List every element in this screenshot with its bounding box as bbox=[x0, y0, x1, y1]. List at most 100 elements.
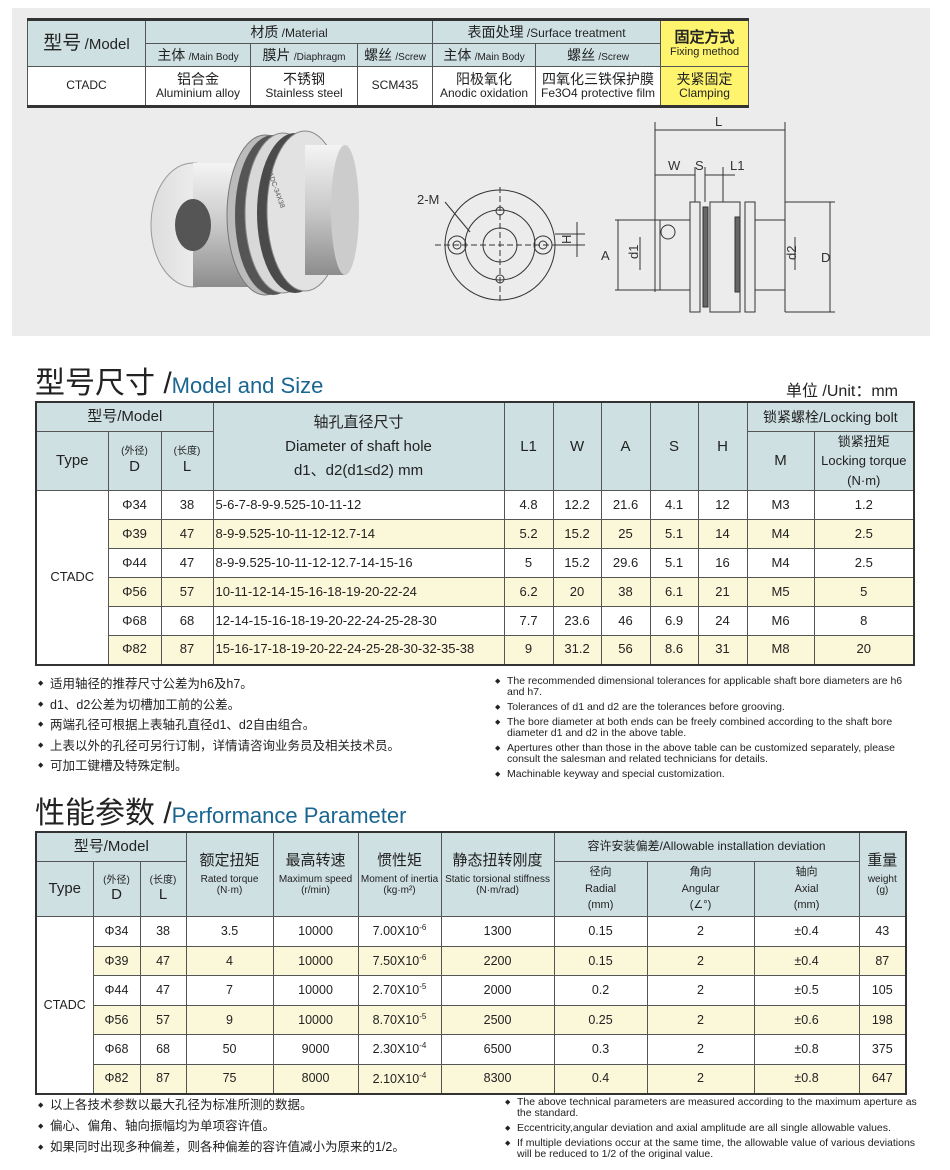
cell-hole: 12-14-15-16-18-19-20-22-24-25-28-30 bbox=[212, 606, 505, 636]
note-item: 可加工键槽及特殊定制。 bbox=[38, 756, 400, 777]
deviation-header: 容许安装偏差/Allowable installation deviation bbox=[553, 831, 860, 862]
material-cell: 铝合金 Aluminium alloy bbox=[145, 66, 251, 107]
cell-l: 57 bbox=[160, 577, 214, 607]
cell-t: 2.5 bbox=[813, 548, 915, 578]
label-2m: 2-M bbox=[417, 192, 439, 207]
cell-h: 24 bbox=[697, 606, 748, 636]
note-item: The above technical parameters are measu… bbox=[505, 1097, 925, 1119]
h-header: H bbox=[697, 401, 748, 491]
cell-a: 56 bbox=[600, 635, 651, 665]
cell-axial: ±0.4 bbox=[753, 916, 860, 947]
cell-l: 47 bbox=[160, 519, 214, 549]
cell-h: 12 bbox=[697, 490, 748, 520]
sub-header: 螺丝 /Screw bbox=[356, 43, 434, 67]
l-header: (长度) L bbox=[139, 861, 187, 917]
cell-angular: 2 bbox=[646, 1063, 755, 1094]
cell-angular: 2 bbox=[646, 975, 755, 1006]
label-l: L bbox=[715, 114, 722, 129]
cell-inertia: 2.70X10-5 bbox=[357, 975, 442, 1006]
surface-header: 表面处理 /Surface treatment bbox=[432, 19, 662, 44]
cell-w: 23.6 bbox=[552, 606, 602, 636]
perf-section-title: 性能参数 /Performance Parameter bbox=[35, 797, 407, 830]
hole-header: 轴孔直径尺寸 Diameter of shaft hole d1、d2(d1≤d2)… bbox=[212, 401, 505, 491]
cell-m: M8 bbox=[746, 635, 815, 665]
cell-m: M4 bbox=[746, 548, 815, 578]
cell-stiff: 6500 bbox=[440, 1034, 555, 1065]
cell-d: Φ39 bbox=[92, 945, 141, 976]
cell-weight: 87 bbox=[858, 945, 907, 976]
cell-radial: 0.25 bbox=[553, 1004, 648, 1035]
label-d1: d1 bbox=[626, 245, 641, 259]
d-header: (外径) D bbox=[92, 861, 141, 917]
l-header: (长度) L bbox=[160, 430, 214, 491]
size-section-title: 型号尺寸 /Model and Size bbox=[35, 367, 324, 400]
s-header: S bbox=[649, 401, 699, 491]
cell-s: 4.1 bbox=[649, 490, 699, 520]
cell-weight: 198 bbox=[858, 1004, 907, 1035]
cell-h: 21 bbox=[697, 577, 748, 607]
l1-header: L1 bbox=[503, 401, 554, 491]
cell-axial: ±0.4 bbox=[753, 945, 860, 976]
cell-d: Φ68 bbox=[92, 1034, 141, 1065]
note-item: d1、d2公差为切槽加工前的公差。 bbox=[38, 695, 400, 716]
table-row: Φ39 47 4 10000 7.50X10-6 2200 0.15 2 ±0.4 87 bbox=[36, 945, 907, 976]
cell-weight: 375 bbox=[858, 1034, 907, 1065]
w-header: W bbox=[552, 401, 602, 491]
cell-l1: 4.8 bbox=[503, 490, 554, 520]
d-header: (外径) D bbox=[107, 430, 162, 491]
cell-d: Φ82 bbox=[92, 1063, 141, 1094]
cell-a: 25 bbox=[600, 519, 651, 549]
cell-stiff: 2000 bbox=[440, 975, 555, 1006]
cell-s: 6.9 bbox=[649, 606, 699, 636]
cell-w: 20 bbox=[552, 577, 602, 607]
a-header: A bbox=[600, 401, 651, 491]
label-a: A bbox=[601, 248, 610, 263]
cell-t: 5 bbox=[813, 577, 915, 607]
cell-a: 21.6 bbox=[600, 490, 651, 520]
cell-speed: 10000 bbox=[272, 975, 359, 1006]
cell-inertia: 7.50X10-6 bbox=[357, 945, 442, 976]
sub-header: 螺丝 /Screw bbox=[535, 43, 662, 67]
side-view bbox=[615, 122, 835, 313]
cell-l1: 6.2 bbox=[503, 577, 554, 607]
label-d: D bbox=[821, 250, 830, 265]
cell-hole: 8-9-9.525-10-11-12-12.7-14-15-16 bbox=[212, 548, 505, 578]
cell-l1: 7.7 bbox=[503, 606, 554, 636]
cell-h: 16 bbox=[697, 548, 748, 578]
cell-stiff: 2200 bbox=[440, 945, 555, 976]
cell-w: 12.2 bbox=[552, 490, 602, 520]
cell-l: 68 bbox=[139, 1034, 187, 1065]
cell-d: Φ82 bbox=[107, 635, 162, 665]
axial-header: 轴向 Axial (mm) bbox=[753, 861, 860, 917]
bolt-header: 锁紧螺栓/Locking bolt bbox=[746, 401, 915, 432]
label-s: S bbox=[695, 158, 704, 173]
cell-inertia: 8.70X10-5 bbox=[357, 1004, 442, 1035]
cell-speed: 9000 bbox=[272, 1034, 359, 1065]
cell-w: 31.2 bbox=[552, 635, 602, 665]
cell-inertia: 7.00X10-6 bbox=[357, 916, 442, 947]
note-item: If multiple deviations occur at the same… bbox=[505, 1138, 925, 1160]
size-table: 型号/Model 轴孔直径尺寸 Diameter of shaft hole d1、… bbox=[35, 401, 916, 666]
cell-hole: 5-6-7-8-9-9.525-10-11-12 bbox=[212, 490, 505, 520]
model-cell: CTADC bbox=[27, 66, 146, 107]
cell-l: 47 bbox=[160, 548, 214, 578]
radial-header: 径向 Radial (mm) bbox=[553, 861, 648, 917]
cell-l: 87 bbox=[139, 1063, 187, 1094]
material-cell: 夹紧固定 Clamping bbox=[660, 66, 750, 107]
torque-header: 锁紧扭矩 Locking torque (N·m) bbox=[813, 430, 915, 491]
note-item: The recommended dimensional tolerances f… bbox=[495, 676, 915, 698]
cell-w: 15.2 bbox=[552, 548, 602, 578]
sub-header: 主体 /Main Body bbox=[145, 43, 251, 67]
note-item: 偏心、偏角、轴向振幅均为单项容许值。 bbox=[38, 1116, 405, 1137]
cell-torque: 50 bbox=[185, 1034, 274, 1065]
inertia-header: 惯性矩 Moment of inertia (kg·m²) bbox=[357, 831, 442, 917]
cell-stiff: 2500 bbox=[440, 1004, 555, 1035]
size-notes-cn: 适用轴径的推荐尺寸公差为h6及h7。d1、d2公差为切槽加工前的公差。两端孔径可… bbox=[38, 674, 400, 777]
cell-m: M5 bbox=[746, 577, 815, 607]
cell-radial: 0.15 bbox=[553, 916, 648, 947]
stiffness-header: 静态扭转刚度 Static torsional stiffness (N·m/rad… bbox=[440, 831, 555, 917]
table-row: Φ82 87 15-16-17-18-19-20-22-24-25-28-30-32… bbox=[36, 635, 915, 665]
cell-d: Φ44 bbox=[107, 548, 162, 578]
note-item: Tolerances of d1 and d2 are the toleranc… bbox=[495, 702, 915, 714]
note-item: Eccentricity,angular deviation and axial… bbox=[505, 1123, 925, 1135]
